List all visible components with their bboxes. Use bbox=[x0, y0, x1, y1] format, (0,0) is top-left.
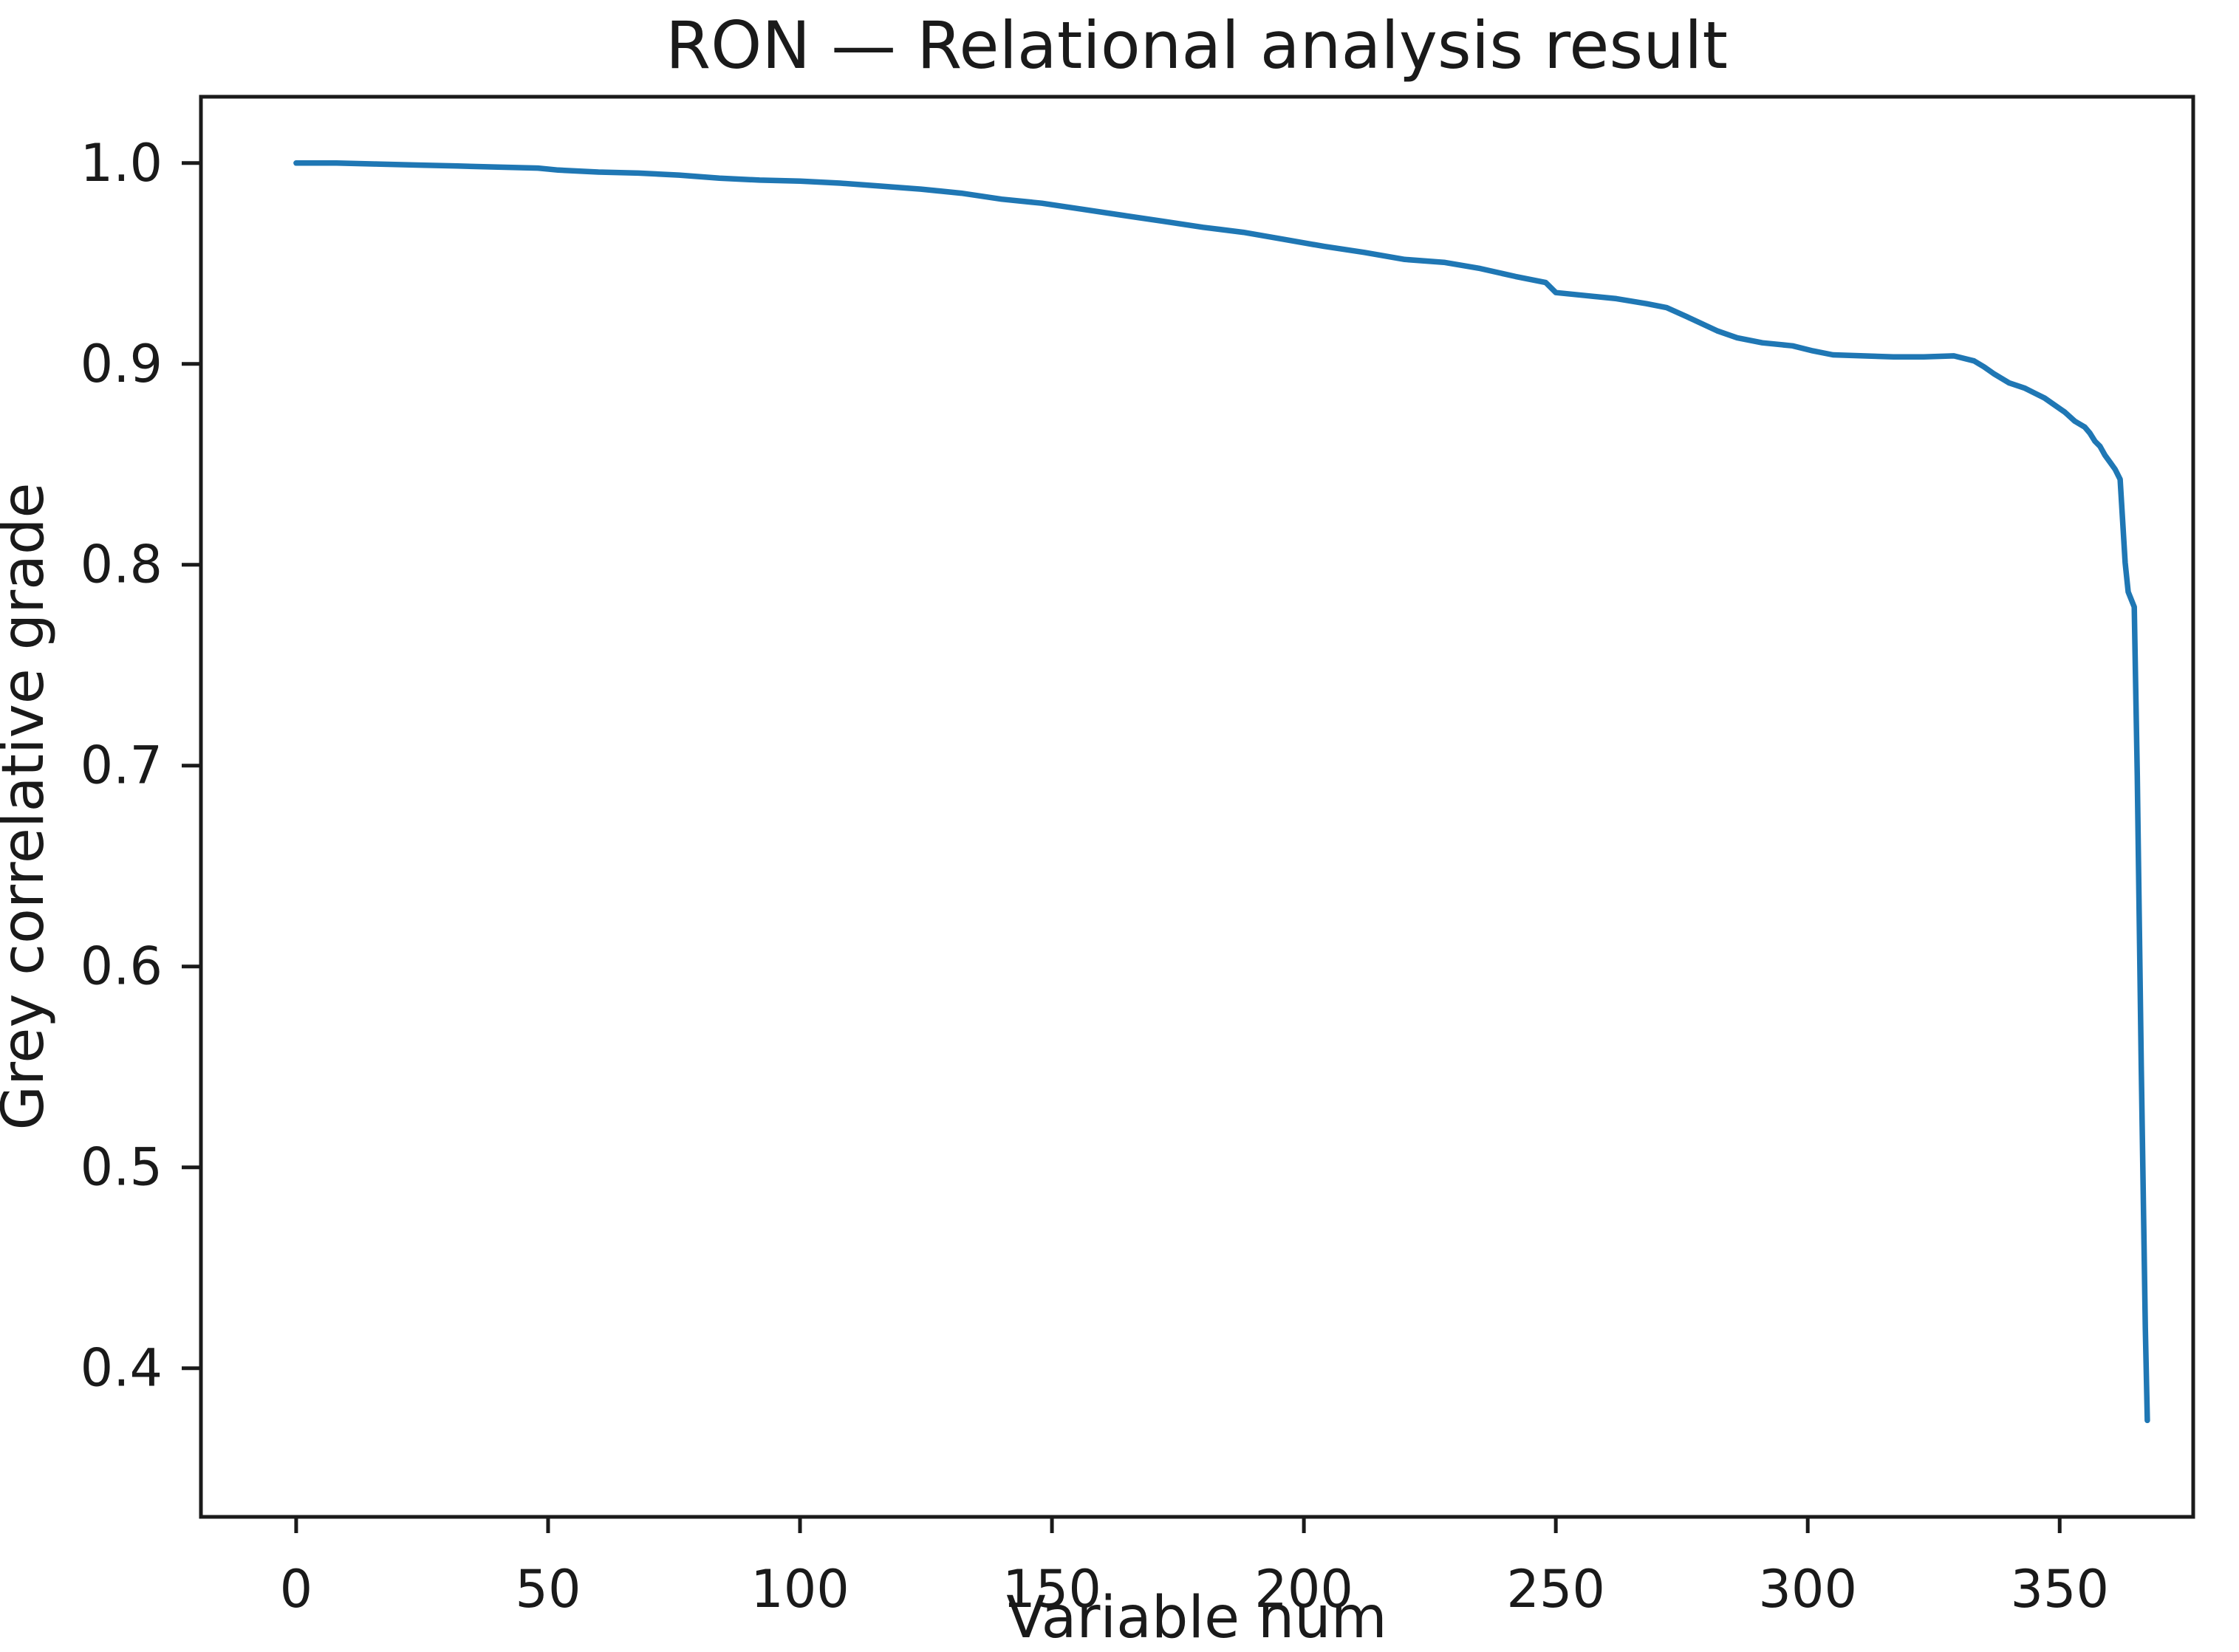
y-tick-label: 0.8 bbox=[81, 535, 163, 595]
x-tick-label: 250 bbox=[1506, 1559, 1605, 1620]
y-tick-label: 0.6 bbox=[81, 936, 163, 997]
plot-area: 0 50 100 150 200 250 300 350 0.4 0.5 0.6 0.7 0.8 0.9 1… bbox=[81, 95, 2195, 1620]
y-tick-label: 0.5 bbox=[81, 1137, 163, 1198]
y-tick-label: 0.7 bbox=[81, 736, 163, 796]
x-tick-label: 0 bbox=[280, 1559, 313, 1620]
x-tick-label: 300 bbox=[1758, 1559, 1857, 1620]
y-tick-label: 0.9 bbox=[81, 334, 163, 394]
x-tick-label: 150 bbox=[1002, 1559, 1101, 1620]
x-axis-label: Variable num bbox=[1006, 1585, 1387, 1651]
y-axis-label: Grey correlative grade bbox=[0, 483, 57, 1131]
y-tick-label: 1.0 bbox=[81, 133, 163, 193]
x-tick-label: 200 bbox=[1254, 1559, 1353, 1620]
grade-curve bbox=[293, 160, 2150, 1424]
x-tick-label: 50 bbox=[515, 1559, 581, 1620]
plot-frame bbox=[199, 95, 2195, 1519]
y-tick-label: 0.4 bbox=[81, 1338, 163, 1399]
chart-title: RON — Relational analysis result bbox=[666, 7, 1728, 83]
x-tick-label: 100 bbox=[751, 1559, 850, 1620]
x-tick-label: 350 bbox=[2010, 1559, 2109, 1620]
